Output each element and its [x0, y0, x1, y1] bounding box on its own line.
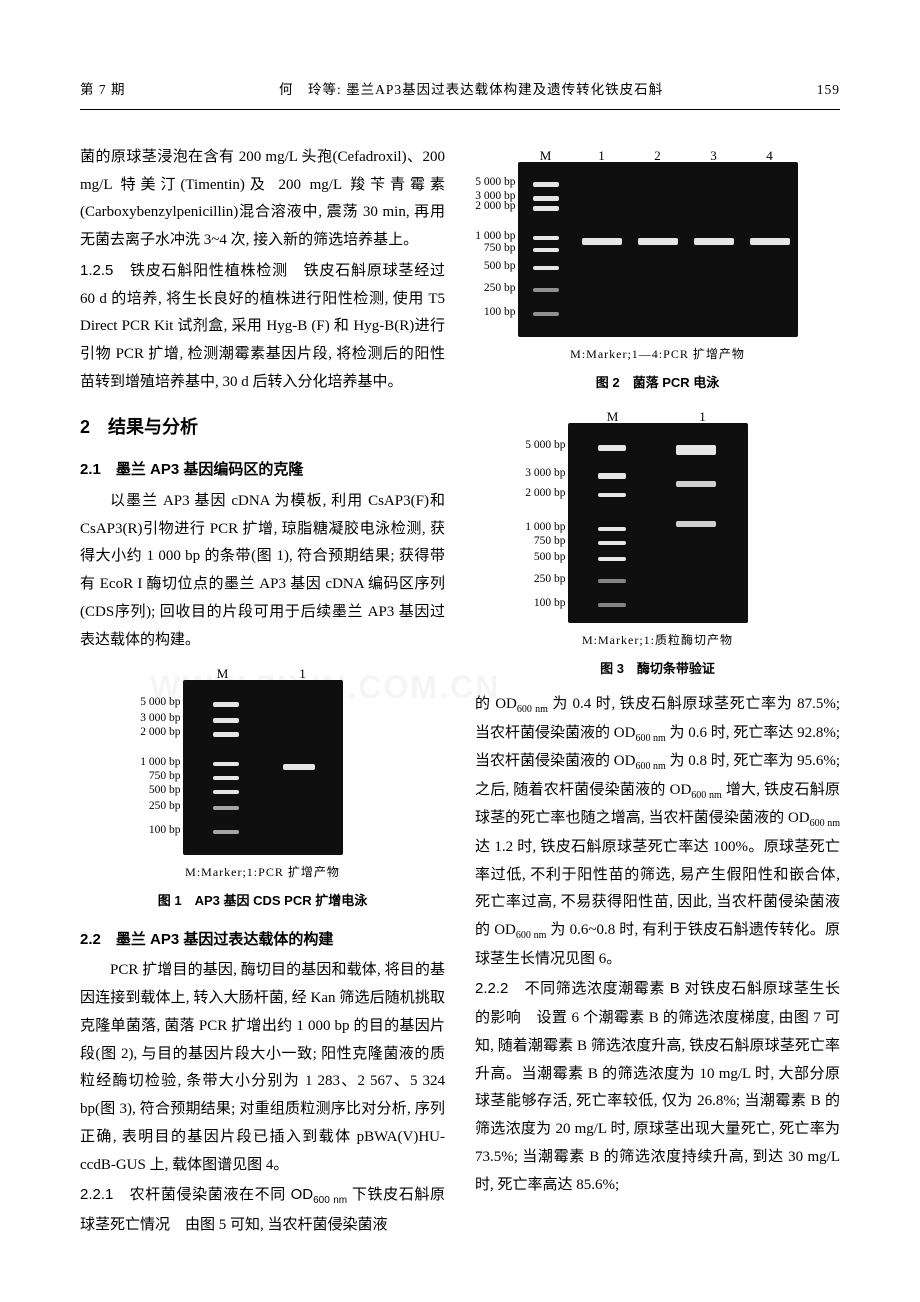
- sec-2-2-2: 2.2.2 不同筛选浓度潮霉素 B 对铁皮石斛原球茎生长的影响 设置 6 个潮霉…: [475, 975, 840, 1199]
- fig2-title: 图 2 菌落 PCR 电泳: [475, 371, 840, 395]
- figure-1: WWW.ZIXIN.COM.CN M 1 5 000 bp3 000 bp2 0…: [80, 680, 445, 913]
- fig3-title: 图 3 酶切条带验证: [475, 657, 840, 681]
- fig3-lane-M: M: [568, 405, 658, 429]
- fig2-lanes: M1234: [518, 144, 798, 168]
- running-header: 第 7 期 何 玲等: 墨兰AP3基因过表达载体构建及遗传转化铁皮石斛 159: [80, 78, 840, 110]
- para-2-2: PCR 扩增目的基因, 酶切目的基因和载体, 将目的基因连接到载体上, 转入大肠…: [80, 957, 445, 1179]
- para-2-1: 以墨兰 AP3 基因 cDNA 为模板, 利用 CsAP3(F)和 CsAP3(…: [80, 488, 445, 655]
- sec-2-2-2-body: 设置 6 个潮霉素 B 的筛选浓度梯度, 由图 7 可知, 随着潮霉素 B 筛选…: [475, 1010, 840, 1193]
- issue: 第 7 期: [80, 78, 126, 103]
- para-carryover: 菌的原球茎浸泡在含有 200 mg/L 头孢(Cefadroxil)、200 m…: [80, 144, 445, 255]
- figure-3: M 1 5 000 bp3 000 bp2 000 bp1 000 bp750 …: [475, 423, 840, 681]
- h1-results: 2 结果与分析: [80, 411, 445, 444]
- fig2-note: M:Marker;1—4:PCR 扩增产物: [475, 343, 840, 365]
- sec-2-2-1: 2.2.1 农杆菌侵染菌液在不同 OD600 nm 下铁皮石斛原球茎死亡情况 由…: [80, 1181, 445, 1239]
- sec-2-2-1-body: 由图 5 可知, 当农杆菌侵染菌液: [170, 1217, 388, 1233]
- header-title: 何 玲等: 墨兰AP3基因过表达载体构建及遗传转化铁皮石斛: [126, 78, 817, 103]
- sec-1-2-5-body: 铁皮石斛原球茎经过 60 d 的培养, 将生长良好的植株进行阳性检测, 使用 T…: [80, 263, 445, 390]
- fig1-lane-1: 1: [263, 662, 343, 686]
- fig1-lane-M: M: [183, 662, 263, 686]
- para-od: 的 OD600 nm 为 0.4 时, 铁皮石斛原球茎死亡率为 87.5%; 当…: [475, 691, 840, 973]
- left-column: 菌的原球茎浸泡在含有 200 mg/L 头孢(Cefadroxil)、200 m…: [80, 144, 445, 1242]
- fig1-note: M:Marker;1:PCR 扩增产物: [80, 861, 445, 883]
- fig3-lane-1: 1: [658, 405, 748, 429]
- h2-2-2: 2.2 墨兰 AP3 基因过表达载体的构建: [80, 926, 445, 954]
- fig1-title: 图 1 AP3 基因 CDS PCR 扩增电泳: [80, 889, 445, 913]
- figure-2: M1234 5 000 bp3 000 bp2 000 bp1 000 bp75…: [475, 162, 840, 395]
- sec-1-2-5: 1.2.5 铁皮石斛阳性植株检测 铁皮石斛原球茎经过 60 d 的培养, 将生长…: [80, 257, 445, 397]
- right-column: M1234 5 000 bp3 000 bp2 000 bp1 000 bp75…: [475, 144, 840, 1242]
- page-number: 159: [817, 78, 840, 103]
- h2-2-1: 2.1 墨兰 AP3 基因编码区的克隆: [80, 456, 445, 484]
- sec-1-2-5-label: 1.2.5 铁皮石斛阳性植株检测: [80, 262, 288, 279]
- fig3-note: M:Marker;1:质粒酶切产物: [475, 629, 840, 651]
